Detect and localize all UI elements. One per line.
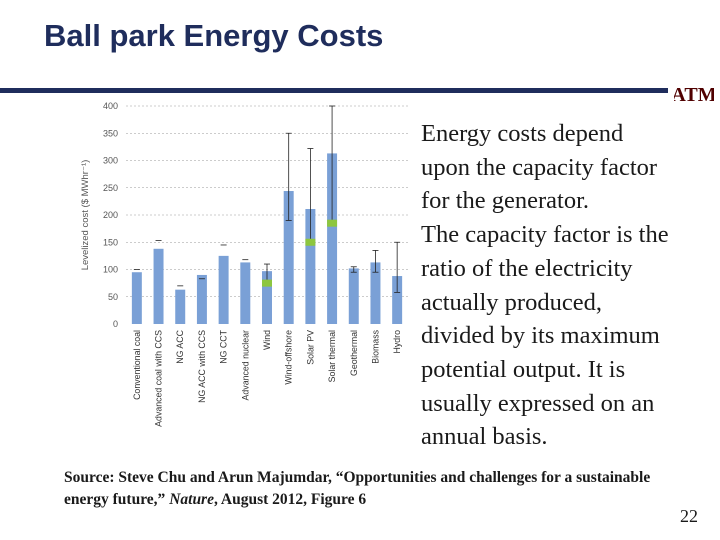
body-line: upon the capacity factor — [421, 153, 658, 181]
y-tick-label: 300 — [103, 156, 118, 166]
bar-ng-acc-with-ccs — [196, 274, 207, 324]
body-line: actually produced, — [421, 288, 602, 316]
x-tick-label: NG ACC with CCS — [197, 330, 207, 403]
body-line: annual basis. — [421, 423, 548, 451]
y-tick-label: 250 — [103, 183, 118, 193]
y-tick-label: 350 — [103, 128, 118, 138]
capacity-factor-explanation: Energy costs depend upon the capacity fa… — [421, 117, 717, 454]
body-line: potential output. It is — [421, 355, 626, 383]
x-tick-label: Solar PV — [305, 330, 315, 365]
y-tick-label: 100 — [103, 265, 118, 275]
bar-solar-pv — [305, 209, 316, 324]
x-tick-label: Hydro — [392, 330, 402, 354]
y-axis-ticks: 0 50 100 150 200 250 300 350 400 — [103, 101, 118, 329]
x-tick-label: Conventional coal — [132, 330, 142, 400]
body-line: ratio of the electricity — [421, 254, 633, 282]
x-tick-label: NG CCT — [219, 329, 229, 363]
bar-hydro — [392, 276, 403, 324]
y-axis-label: Levelized cost ($ MWhr⁻¹) — [80, 160, 91, 271]
body-line: usually expressed on an — [421, 389, 655, 417]
citation-text: Source: Steve Chu and Arun Majumdar, “Op… — [64, 469, 651, 508]
chart-bars — [131, 153, 403, 324]
slide-title: Ball park Energy Costs — [44, 18, 384, 53]
bar-wind-offshore — [283, 191, 294, 324]
x-tick-label: Advanced coal with CCS — [154, 330, 164, 427]
bar-ng-acc — [175, 289, 186, 324]
y-tick-label: 200 — [103, 210, 118, 220]
chart-error-bars — [133, 105, 401, 293]
capacity-marker — [305, 238, 316, 246]
title-divider — [0, 88, 668, 93]
body-line: divided by its maximum — [421, 322, 660, 350]
x-tick-label: Advanced nuclear — [240, 330, 250, 400]
bar-ng-cct — [218, 255, 229, 324]
x-tick-label: Biomass — [370, 329, 380, 363]
body-line: for the generator. — [421, 187, 590, 215]
university-logo-icon: ATM — [674, 84, 714, 106]
x-tick-label: NG ACC — [175, 329, 185, 363]
capacity-marker — [327, 219, 338, 227]
x-tick-label: Solar thermal — [327, 330, 337, 382]
y-tick-label: 400 — [103, 101, 118, 111]
bar-wind — [262, 271, 272, 324]
bar-geothermal — [348, 268, 359, 324]
y-tick-label: 50 — [108, 292, 118, 302]
y-tick-label: 0 — [113, 319, 118, 329]
page-number: 22 — [680, 506, 698, 526]
x-tick-label: Wind — [262, 330, 272, 350]
x-tick-label: Wind-offshore — [284, 330, 294, 385]
source-citation: Source: Steve Chu and Arun Majumdar, “Op… — [64, 467, 654, 511]
body-line: The capacity factor is the — [421, 221, 669, 249]
journal-name: Nature — [169, 491, 214, 508]
bar-biomass — [370, 262, 381, 324]
bar-conventional-coal — [131, 272, 142, 324]
citation-date: , August 2012, Figure 6 — [213, 491, 367, 508]
bar-advanced-nuclear — [240, 262, 251, 324]
bar-solar-thermal — [327, 153, 338, 324]
capacity-marker — [262, 279, 272, 287]
x-axis-labels: Conventional coal Advanced coal with CCS N… — [132, 329, 402, 426]
y-tick-label: 150 — [103, 237, 118, 247]
logo-text: ATM — [674, 84, 714, 106]
x-tick-label: Geothermal — [349, 330, 359, 376]
levelized-cost-chart: 0 50 100 150 200 250 300 350 400 Levelized cost … — [80, 101, 408, 427]
bar-advanced-coal-with-ccs — [153, 248, 164, 324]
body-line: Energy costs depend — [421, 120, 624, 147]
